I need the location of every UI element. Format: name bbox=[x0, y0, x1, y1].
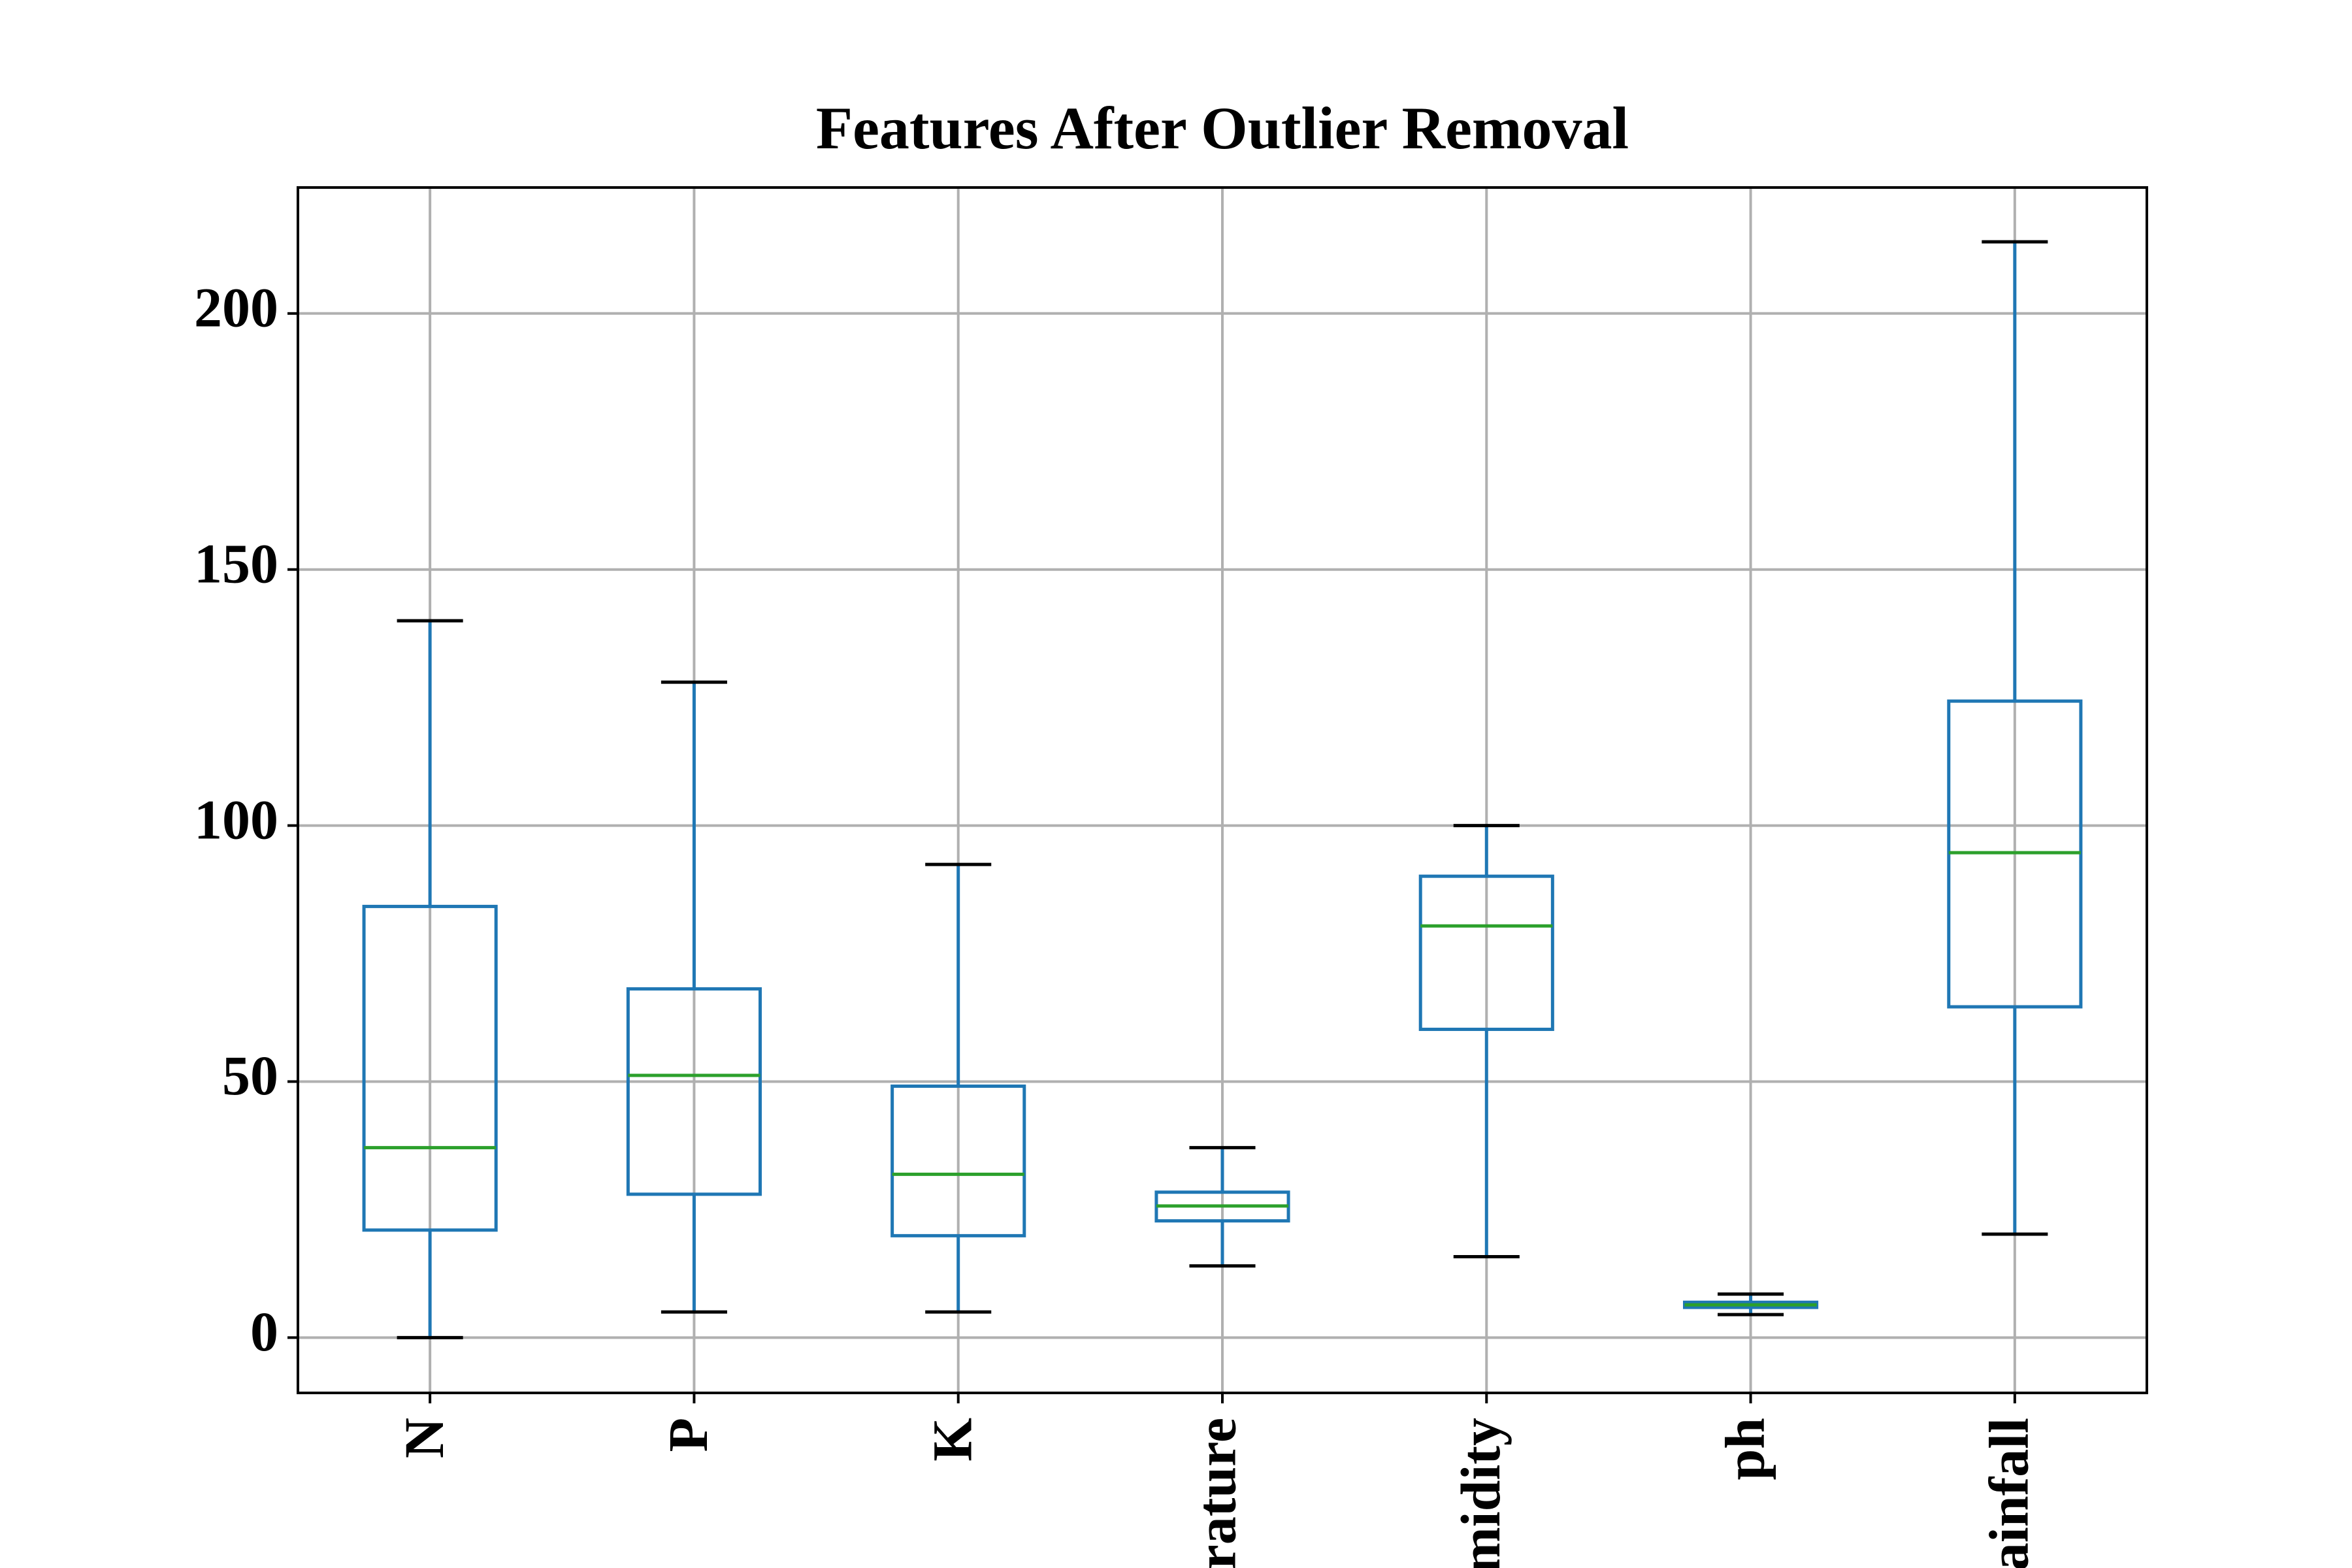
x-tick-label: humidity bbox=[1449, 1418, 1512, 1568]
x-tick-label: K bbox=[921, 1418, 983, 1462]
chart-title: Features After Outlier Removal bbox=[816, 95, 1629, 161]
x-tick-label: rainfall bbox=[1978, 1418, 2040, 1568]
x-tick-label: temperature bbox=[1185, 1418, 1248, 1568]
x-tick-label: ph bbox=[1713, 1418, 1776, 1480]
x-tick-label: P bbox=[657, 1418, 719, 1452]
plot-frame bbox=[297, 186, 2148, 1394]
y-tick-label: 50 bbox=[222, 1044, 278, 1107]
y-tick-label: 200 bbox=[194, 276, 278, 339]
x-tick-label: N bbox=[393, 1418, 455, 1458]
box bbox=[1418, 874, 1554, 1032]
y-tick-label: 100 bbox=[194, 788, 278, 851]
box bbox=[626, 987, 762, 1196]
y-tick-label: 150 bbox=[194, 532, 278, 595]
y-tick-label: 0 bbox=[250, 1300, 278, 1363]
box bbox=[362, 904, 498, 1232]
box bbox=[890, 1085, 1026, 1237]
